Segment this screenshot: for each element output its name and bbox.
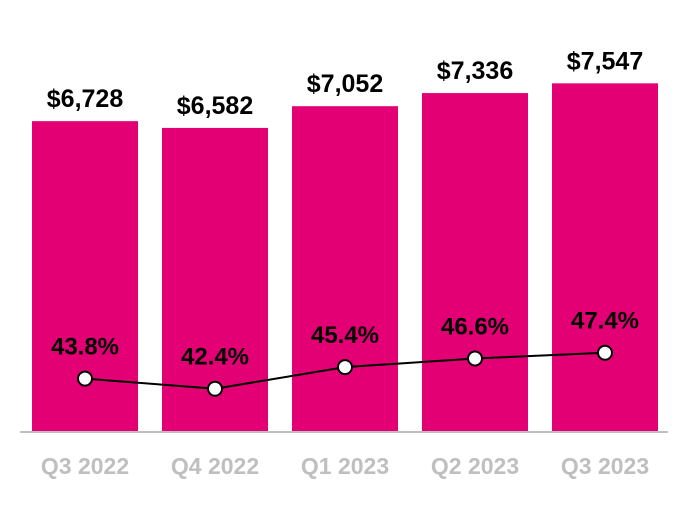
- line-value-label: 42.4%: [181, 344, 249, 371]
- line-value-label: 45.4%: [311, 322, 379, 349]
- bar-value-label: $7,052: [307, 70, 383, 98]
- x-tick-label: Q4 2022: [171, 453, 259, 479]
- bars-layer: [32, 83, 658, 433]
- bar-value-label: $7,336: [437, 57, 513, 85]
- line-point-marker: [597, 344, 613, 361]
- bar-q2-2023: [422, 93, 528, 433]
- x-tick-label: Q2 2023: [431, 453, 519, 479]
- x-tick-label: Q3 2023: [561, 453, 649, 479]
- x-tick-label: Q1 2023: [301, 453, 389, 479]
- line-point-marker: [207, 380, 223, 397]
- bar-value-label: $6,582: [177, 92, 253, 120]
- line-point-marker: [467, 350, 483, 367]
- line-value-label: 43.8%: [51, 334, 119, 361]
- line-point-marker: [337, 359, 353, 376]
- bar-q1-2023: [292, 106, 398, 432]
- line-value-label: 46.6%: [441, 313, 509, 340]
- labels-layer: $6,728 Q3 2022 43.8% $6,582 Q4 2022 42.4% $7,0…: [41, 47, 649, 479]
- bar-value-label: $7,547: [567, 47, 643, 75]
- line-value-label: 47.4%: [571, 308, 639, 335]
- x-tick-label: Q3 2022: [41, 453, 129, 479]
- line-point-marker: [77, 370, 93, 387]
- line-layer: [77, 344, 613, 397]
- bar-q3-2023: [552, 83, 658, 432]
- bar-value-label: $6,728: [47, 85, 124, 113]
